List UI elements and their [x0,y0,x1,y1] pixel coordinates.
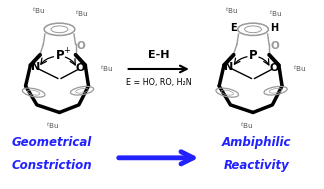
Text: P: P [56,49,64,62]
Text: O: O [77,41,86,51]
Text: $^t$Bu: $^t$Bu [240,120,253,131]
Text: Geometrical: Geometrical [11,136,91,149]
Text: O: O [269,63,279,73]
Text: E = HO, RO, H₂N: E = HO, RO, H₂N [126,78,191,87]
Text: N: N [31,62,40,72]
Text: $^t$Bu: $^t$Bu [75,8,89,19]
Text: $^t$Bu: $^t$Bu [269,8,282,19]
Text: H: H [270,23,278,33]
Text: Ambiphilic: Ambiphilic [222,136,291,149]
Text: P: P [249,49,258,62]
Text: $^t$Bu: $^t$Bu [226,5,239,16]
Text: Reactivity: Reactivity [223,159,289,172]
Text: N: N [224,62,234,72]
Text: $^t$Bu: $^t$Bu [46,120,60,131]
Text: E: E [230,23,236,33]
Text: $^t$Bu: $^t$Bu [32,5,45,16]
Text: E-H: E-H [148,50,169,60]
Text: $^t$Bu: $^t$Bu [293,63,307,74]
Text: O: O [76,63,85,73]
Text: +: + [63,46,70,55]
Text: Constriction: Constriction [11,159,92,172]
Text: O: O [270,41,279,51]
Text: $^t$Bu: $^t$Bu [100,63,113,74]
